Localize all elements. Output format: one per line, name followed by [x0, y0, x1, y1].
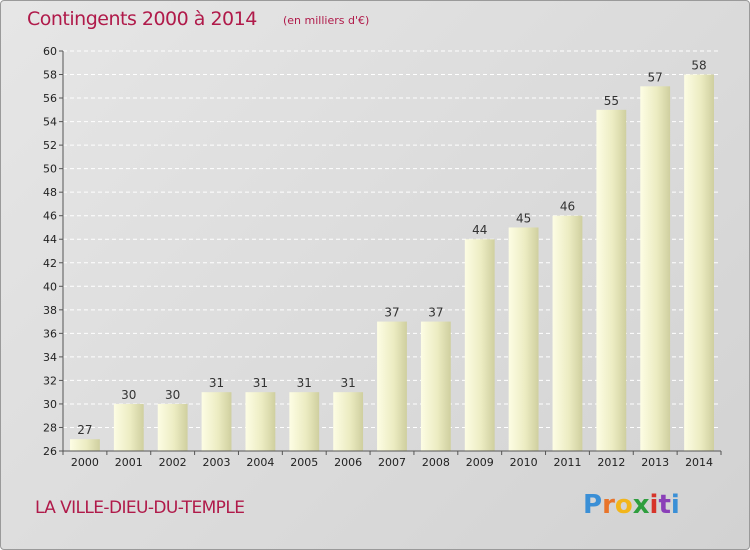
bar[interactable]: [420, 321, 451, 451]
bar[interactable]: [552, 215, 583, 451]
y-tick-label: 52: [43, 139, 57, 152]
bar[interactable]: [289, 392, 320, 451]
y-tick-label: 58: [43, 69, 57, 82]
x-tick-label: 2009: [466, 456, 494, 469]
bar[interactable]: [640, 86, 671, 451]
y-tick-label: 38: [43, 304, 57, 317]
y-tick-label: 54: [43, 116, 57, 129]
logo-letter: t: [658, 490, 671, 520]
bar[interactable]: [333, 392, 364, 451]
y-tick-label: 28: [43, 421, 57, 434]
logo-letter: o: [614, 490, 633, 520]
y-tick-label: 50: [43, 163, 57, 176]
bar-value-label: 57: [648, 70, 663, 84]
y-tick-label: 34: [43, 351, 57, 364]
y-tick-label: 48: [43, 186, 57, 199]
x-tick-label: 2004: [246, 456, 274, 469]
bar-value-label: 55: [604, 94, 619, 108]
logo-letter: P: [583, 490, 603, 520]
x-tick-label: 2001: [115, 456, 143, 469]
y-tick-label: 46: [43, 210, 57, 223]
x-tick-label: 2005: [290, 456, 318, 469]
x-tick-label: 2008: [422, 456, 450, 469]
bar-value-label: 31: [209, 376, 224, 390]
y-tick-label: 36: [43, 327, 57, 340]
chart-title: Contingents 2000 à 2014: [27, 8, 257, 30]
y-tick-label: 40: [43, 280, 57, 293]
y-tick-label: 60: [43, 45, 57, 58]
bar[interactable]: [157, 403, 188, 451]
bar-value-label: 37: [428, 306, 443, 320]
bar-value-label: 30: [165, 388, 180, 402]
x-tick-label: 2012: [597, 456, 625, 469]
x-tick-label: 2006: [334, 456, 362, 469]
x-tick-label: 2003: [203, 456, 231, 469]
y-tick-label: 26: [43, 445, 57, 458]
bar-value-label: 46: [560, 200, 575, 214]
proxiti-logo[interactable]: Proxiti: [583, 490, 680, 520]
bar[interactable]: [508, 227, 539, 451]
logo-letter: i: [649, 490, 659, 520]
bar-value-label: 58: [691, 59, 706, 73]
x-tick-label: 2010: [510, 456, 538, 469]
y-tick-label: 42: [43, 257, 57, 270]
x-tick-label: 2014: [685, 456, 713, 469]
bar[interactable]: [245, 392, 276, 451]
logo-letter: i: [670, 490, 680, 520]
bar-value-label: 27: [77, 423, 92, 437]
bar[interactable]: [684, 74, 714, 451]
x-tick-label: 2007: [378, 456, 406, 469]
bar-value-label: 31: [340, 376, 355, 390]
bar[interactable]: [596, 109, 627, 451]
x-tick-label: 2002: [159, 456, 187, 469]
bar-value-label: 31: [253, 376, 268, 390]
chart-unit: (en milliers d'€): [283, 14, 370, 27]
y-tick-label: 56: [43, 92, 57, 105]
bar[interactable]: [201, 392, 232, 451]
bar-value-label: 44: [472, 223, 487, 237]
bar-value-label: 45: [516, 211, 531, 225]
bar-value-label: 31: [297, 376, 312, 390]
y-tick-label: 44: [43, 233, 57, 246]
y-tick-label: 32: [43, 374, 57, 387]
bar[interactable]: [464, 239, 495, 451]
axes: 26 28 30 32 34 36 38 40 42 44 46 48 50 52 54 56 58 60 2000…: [43, 45, 722, 469]
bar[interactable]: [70, 439, 100, 451]
bar[interactable]: [377, 321, 407, 451]
y-tick-label: 30: [43, 398, 57, 411]
x-tick-label: 2013: [641, 456, 669, 469]
x-tick-label: 2011: [553, 456, 581, 469]
logo-letter: x: [632, 490, 650, 520]
x-tick-label: 2000: [71, 456, 99, 469]
bar-value-label: 30: [121, 388, 136, 402]
commune-name: LA VILLE-DIEU-DU-TEMPLE: [35, 498, 245, 518]
bar-value-label: 37: [384, 306, 399, 320]
bars: 27 30 30 31 31 31 31 37 37 44 45 46 55 57 58: [70, 59, 714, 451]
logo-letter: r: [602, 490, 615, 520]
bar[interactable]: [113, 403, 144, 451]
